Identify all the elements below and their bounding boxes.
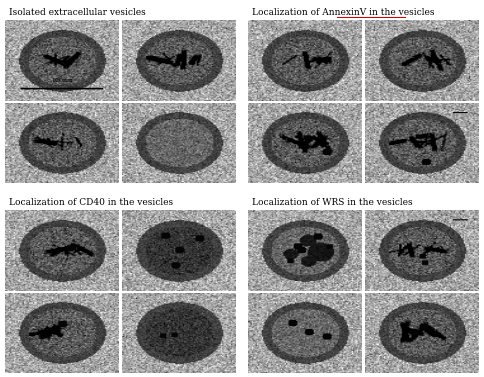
Text: Localization of CD40 in the vesicles: Localization of CD40 in the vesicles bbox=[10, 198, 174, 207]
Text: Isolated extracellular vesicles: Isolated extracellular vesicles bbox=[10, 8, 146, 17]
Text: Localization of WRS in the vesicles: Localization of WRS in the vesicles bbox=[253, 198, 413, 207]
Text: Localization of AnnexinV in the vesicles: Localization of AnnexinV in the vesicles bbox=[253, 8, 435, 17]
Text: 100nm: 100nm bbox=[51, 78, 73, 83]
